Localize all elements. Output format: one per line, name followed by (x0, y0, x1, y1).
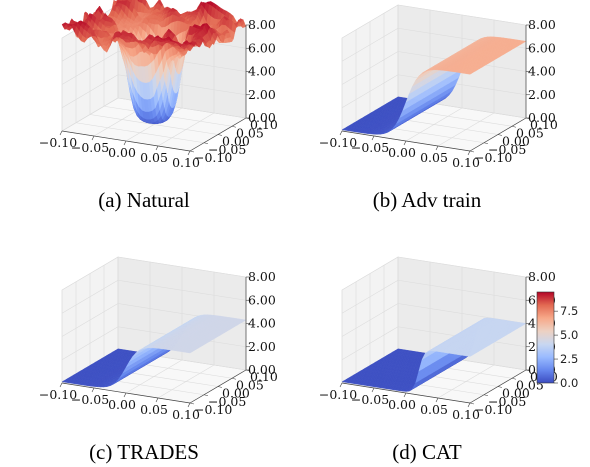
surface-facet (186, 351, 192, 354)
surface-mesh (61, 0, 247, 124)
z-tick-label: 0.00 (248, 110, 276, 125)
z-tick-label: 0.00 (248, 362, 276, 377)
z-tick-label: 6.00 (528, 40, 556, 55)
surface-facet (466, 72, 472, 75)
x-tick-label: 0.05 (140, 402, 168, 417)
x-tick-label: 0.00 (388, 145, 416, 160)
panel-natural: −0.10−0.050.00 0.05 0.100.100.050.00−0.05−… (39, 0, 278, 170)
y-tick-label: −0.10 (474, 150, 512, 165)
z-tick-label: 2.00 (248, 87, 276, 102)
grid-line (157, 112, 215, 147)
x-tick-label: −0.05 (71, 392, 109, 407)
grid-line (61, 74, 119, 109)
z-tick-label: 2.00 (528, 87, 556, 102)
x-tick-label: 0.00 (108, 145, 136, 160)
z-tick-label: 8.00 (528, 17, 556, 32)
y-tick-label: −0.10 (194, 150, 232, 165)
z-tick-label: 8.00 (248, 17, 276, 32)
panel-trades: −0.10−0.050.00 0.05 0.100.100.050.00−0.05−… (39, 256, 278, 422)
grid-line (89, 114, 219, 135)
x-tick-label: −0.05 (71, 140, 109, 155)
z-tick-label: 6.00 (248, 40, 276, 55)
x-tick-label: 0.00 (108, 397, 136, 412)
y-tick-label: −0.10 (194, 402, 232, 417)
z-tick-label: 4.00 (528, 64, 556, 79)
z-tick-label: 4.00 (248, 64, 276, 79)
z-tick-label: 0.00 (528, 110, 556, 125)
panel-adv-train: −0.10−0.050.00 0.05 0.100.100.050.00−0.05−… (319, 4, 558, 170)
grid-line (61, 51, 119, 85)
x-tick-label: 0.05 (420, 150, 448, 165)
x-tick-label: 0.05 (140, 150, 168, 165)
grid-line (61, 97, 119, 132)
z-tick-label: 2.00 (248, 339, 276, 354)
x-tick-label: −0.05 (351, 140, 389, 155)
